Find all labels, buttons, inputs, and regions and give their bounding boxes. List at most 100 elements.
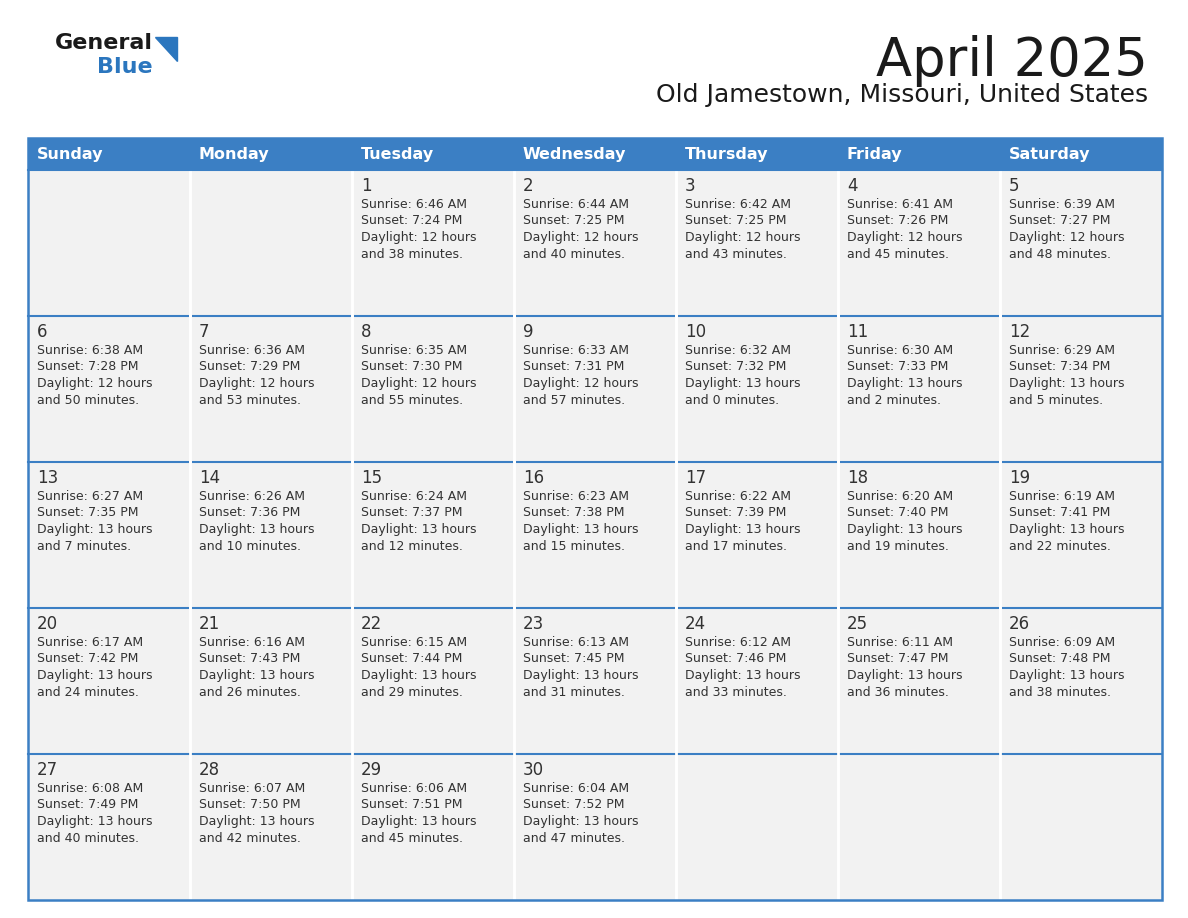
Bar	[352, 754, 514, 900]
Text: Sunrise: 6:15 AM: Sunrise: 6:15 AM	[361, 636, 467, 649]
Text: Friday: Friday	[847, 147, 903, 162]
Polygon shape	[154, 37, 177, 61]
Text: 15: 15	[361, 469, 383, 487]
Bar	[514, 608, 676, 754]
Bar	[190, 608, 352, 754]
Text: Sunset: 7:30 PM: Sunset: 7:30 PM	[361, 361, 462, 374]
Text: 1: 1	[361, 177, 372, 195]
Bar	[838, 170, 1000, 316]
Bar	[190, 754, 352, 900]
Text: Daylight: 13 hours: Daylight: 13 hours	[37, 523, 152, 536]
Text: Sunset: 7:32 PM: Sunset: 7:32 PM	[685, 361, 786, 374]
Text: Sunrise: 6:36 AM: Sunrise: 6:36 AM	[200, 344, 305, 357]
Text: Sunrise: 6:26 AM: Sunrise: 6:26 AM	[200, 490, 305, 503]
Bar	[1000, 138, 1162, 170]
Text: Monday: Monday	[200, 147, 270, 162]
Text: Tuesday: Tuesday	[361, 147, 434, 162]
Text: 22: 22	[361, 615, 383, 633]
Text: Daylight: 12 hours: Daylight: 12 hours	[361, 231, 476, 244]
Bar	[676, 138, 838, 170]
Bar	[190, 138, 352, 170]
Text: Daylight: 13 hours: Daylight: 13 hours	[847, 669, 962, 682]
Text: Sunrise: 6:41 AM: Sunrise: 6:41 AM	[847, 198, 953, 211]
Text: and 47 minutes.: and 47 minutes.	[523, 832, 625, 845]
Text: Sunrise: 6:29 AM: Sunrise: 6:29 AM	[1009, 344, 1116, 357]
Text: Sunset: 7:45 PM: Sunset: 7:45 PM	[523, 653, 625, 666]
Text: Saturday: Saturday	[1009, 147, 1091, 162]
Text: Sunset: 7:34 PM: Sunset: 7:34 PM	[1009, 361, 1111, 374]
Text: Sunset: 7:42 PM: Sunset: 7:42 PM	[37, 653, 138, 666]
Text: 3: 3	[685, 177, 696, 195]
Text: Old Jamestown, Missouri, United States: Old Jamestown, Missouri, United States	[656, 83, 1148, 107]
Text: and 57 minutes.: and 57 minutes.	[523, 394, 625, 407]
Text: and 2 minutes.: and 2 minutes.	[847, 394, 941, 407]
Text: Sunset: 7:33 PM: Sunset: 7:33 PM	[847, 361, 948, 374]
Bar	[29, 138, 190, 170]
Bar	[352, 316, 514, 462]
Text: Sunrise: 6:44 AM: Sunrise: 6:44 AM	[523, 198, 628, 211]
Text: Sunrise: 6:30 AM: Sunrise: 6:30 AM	[847, 344, 953, 357]
Text: Sunrise: 6:13 AM: Sunrise: 6:13 AM	[523, 636, 628, 649]
Text: 7: 7	[200, 323, 209, 341]
Text: Daylight: 13 hours: Daylight: 13 hours	[1009, 377, 1125, 390]
Text: Sunset: 7:26 PM: Sunset: 7:26 PM	[847, 215, 948, 228]
Text: and 40 minutes.: and 40 minutes.	[37, 832, 139, 845]
Text: Sunset: 7:50 PM: Sunset: 7:50 PM	[200, 799, 301, 812]
Bar	[676, 462, 838, 608]
Text: 19: 19	[1009, 469, 1030, 487]
Bar	[29, 170, 190, 316]
Text: and 5 minutes.: and 5 minutes.	[1009, 394, 1104, 407]
Text: Daylight: 12 hours: Daylight: 12 hours	[361, 377, 476, 390]
Bar	[676, 608, 838, 754]
Bar	[29, 316, 190, 462]
Bar	[838, 462, 1000, 608]
Bar	[352, 462, 514, 608]
Text: and 48 minutes.: and 48 minutes.	[1009, 248, 1111, 261]
Text: 30: 30	[523, 761, 544, 779]
Text: 17: 17	[685, 469, 706, 487]
Bar	[676, 170, 838, 316]
Text: Daylight: 12 hours: Daylight: 12 hours	[847, 231, 962, 244]
Text: Daylight: 13 hours: Daylight: 13 hours	[685, 377, 801, 390]
Text: Sunrise: 6:19 AM: Sunrise: 6:19 AM	[1009, 490, 1116, 503]
Text: Sunrise: 6:06 AM: Sunrise: 6:06 AM	[361, 782, 467, 795]
Text: Daylight: 12 hours: Daylight: 12 hours	[523, 377, 638, 390]
Text: 6: 6	[37, 323, 48, 341]
Text: Sunset: 7:29 PM: Sunset: 7:29 PM	[200, 361, 301, 374]
Text: Sunset: 7:37 PM: Sunset: 7:37 PM	[361, 507, 462, 520]
Text: and 15 minutes.: and 15 minutes.	[523, 540, 625, 553]
Text: and 10 minutes.: and 10 minutes.	[200, 540, 301, 553]
Text: Sunrise: 6:07 AM: Sunrise: 6:07 AM	[200, 782, 305, 795]
Bar	[352, 138, 514, 170]
Text: 29: 29	[361, 761, 383, 779]
Text: and 26 minutes.: and 26 minutes.	[200, 686, 301, 699]
Text: Daylight: 13 hours: Daylight: 13 hours	[523, 669, 638, 682]
Text: Daylight: 13 hours: Daylight: 13 hours	[685, 523, 801, 536]
Bar	[1000, 462, 1162, 608]
Text: 12: 12	[1009, 323, 1030, 341]
Text: 27: 27	[37, 761, 58, 779]
Text: Sunrise: 6:12 AM: Sunrise: 6:12 AM	[685, 636, 791, 649]
Bar	[190, 170, 352, 316]
Text: Sunset: 7:24 PM: Sunset: 7:24 PM	[361, 215, 462, 228]
Text: and 29 minutes.: and 29 minutes.	[361, 686, 463, 699]
Text: 20: 20	[37, 615, 58, 633]
Text: Sunset: 7:48 PM: Sunset: 7:48 PM	[1009, 653, 1111, 666]
Text: Daylight: 12 hours: Daylight: 12 hours	[523, 231, 638, 244]
Text: 8: 8	[361, 323, 372, 341]
Text: 9: 9	[523, 323, 533, 341]
Text: 14: 14	[200, 469, 220, 487]
Text: and 40 minutes.: and 40 minutes.	[523, 248, 625, 261]
Text: Daylight: 13 hours: Daylight: 13 hours	[1009, 669, 1125, 682]
Text: 13: 13	[37, 469, 58, 487]
Text: and 53 minutes.: and 53 minutes.	[200, 394, 301, 407]
Text: 11: 11	[847, 323, 868, 341]
Text: Sunrise: 6:33 AM: Sunrise: 6:33 AM	[523, 344, 628, 357]
Text: 23: 23	[523, 615, 544, 633]
Text: Sunset: 7:44 PM: Sunset: 7:44 PM	[361, 653, 462, 666]
Text: 18: 18	[847, 469, 868, 487]
Bar	[190, 462, 352, 608]
Text: Sunset: 7:41 PM: Sunset: 7:41 PM	[1009, 507, 1111, 520]
Bar	[838, 754, 1000, 900]
Bar	[352, 170, 514, 316]
